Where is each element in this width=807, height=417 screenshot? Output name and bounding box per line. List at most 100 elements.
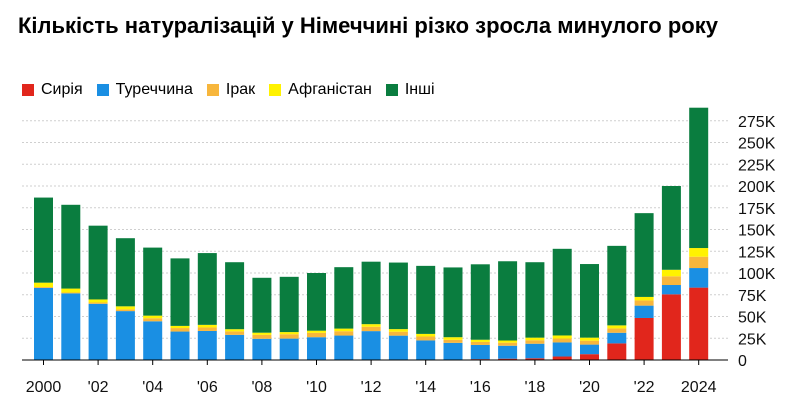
bar-2015-series-3 xyxy=(443,337,463,340)
x-tick-label-08: '08 xyxy=(251,379,272,396)
bar-2000-series-2 xyxy=(34,287,53,288)
legend-item-1: Туреччина xyxy=(96,81,193,99)
bar-2018-series-2 xyxy=(525,340,545,344)
bar-2013-series-4 xyxy=(388,262,408,330)
bar-2001-series-3 xyxy=(61,288,81,293)
bar-2022-series-4 xyxy=(634,213,654,297)
bar-2021-series-1 xyxy=(607,332,627,344)
chart-title: Кількість натуралізацій у Німеччині різк… xyxy=(18,13,718,38)
bar-2001-series-4 xyxy=(61,204,81,289)
bar-2021-series-0 xyxy=(607,343,627,360)
legend-item-2: Ірак xyxy=(206,81,255,99)
bar-2008-series-1 xyxy=(252,338,272,360)
bar-2019-series-0 xyxy=(552,356,572,360)
y-tick-label-250k: 250K xyxy=(738,136,776,153)
bar-2011-series-2 xyxy=(334,331,354,336)
bar-2008-series-2 xyxy=(252,334,272,339)
bar-2020-series-3 xyxy=(580,337,599,341)
bar-2011-series-4 xyxy=(334,267,354,329)
x-tick-label-16: '16 xyxy=(470,379,491,396)
bar-2007-series-1 xyxy=(225,334,245,360)
x-tick-label-2000: 2000 xyxy=(26,379,62,396)
bar-2007-series-3 xyxy=(225,329,245,332)
bar-2005-series-2 xyxy=(170,328,190,332)
bar-2023-series-3 xyxy=(661,269,681,277)
bar-2018-series-0 xyxy=(525,358,545,360)
bar-2017-series-2 xyxy=(498,342,518,346)
y-tick-label-125k: 125K xyxy=(738,244,776,261)
bar-2001-series-2 xyxy=(61,292,81,294)
bar-2012-series-4 xyxy=(361,261,381,325)
bar-2005-series-1 xyxy=(170,331,190,360)
x-tick-label-04: '04 xyxy=(142,379,163,396)
bar-2022-series-3 xyxy=(634,296,654,301)
y-tick-label-0: 0 xyxy=(738,353,747,370)
bar-2017-series-4 xyxy=(498,261,518,341)
bar-2012-series-2 xyxy=(361,326,381,332)
bar-2021-series-3 xyxy=(607,325,627,329)
bar-2014-series-1 xyxy=(416,340,436,360)
bar-2016-series-2 xyxy=(470,341,490,345)
bar-2009-series-1 xyxy=(279,338,299,360)
bar-2006-series-1 xyxy=(197,330,217,360)
bar-2019-series-1 xyxy=(552,342,572,357)
bar-2022-series-2 xyxy=(634,300,654,306)
bar-2023-series-0 xyxy=(661,294,681,360)
legend-swatch-3 xyxy=(269,84,282,96)
bar-2009-series-4 xyxy=(279,276,299,333)
bar-2010-series-1 xyxy=(307,337,326,360)
bar-2007-series-4 xyxy=(225,262,245,330)
bar-2016-series-4 xyxy=(470,264,490,340)
bar-2020-series-4 xyxy=(580,264,599,338)
bar-2013-series-2 xyxy=(388,331,408,336)
bar-2003-series-4 xyxy=(115,238,135,307)
bar-2006-series-4 xyxy=(197,253,217,325)
bar-2006-series-3 xyxy=(197,324,217,328)
bar-2019-series-3 xyxy=(552,335,572,339)
bar-2011-series-3 xyxy=(334,328,354,332)
bar-2020-series-0 xyxy=(580,354,599,360)
bar-2003-series-2 xyxy=(115,309,135,312)
bar-2000-series-3 xyxy=(34,282,53,288)
bar-2008-series-4 xyxy=(252,277,272,333)
y-tick-label-175k: 175K xyxy=(738,201,776,218)
legend-swatch-4 xyxy=(385,84,398,96)
y-tick-label-50k: 50K xyxy=(738,310,767,327)
x-tick-label-06: '06 xyxy=(197,379,218,396)
bar-2004-series-1 xyxy=(143,321,163,360)
bar-2021-series-2 xyxy=(607,328,627,333)
y-tick-label-25k: 25K xyxy=(738,331,767,348)
bar-2014-series-3 xyxy=(416,333,436,337)
bar-2024-series-2 xyxy=(689,256,709,269)
bar-2010-series-2 xyxy=(307,332,326,338)
y-tick-label-225k: 225K xyxy=(738,157,776,174)
legend-item-0: Сирія xyxy=(22,81,83,99)
bar-2022-series-1 xyxy=(634,305,654,318)
bar-2014-series-4 xyxy=(416,265,436,334)
bar-2003-series-1 xyxy=(115,311,135,360)
bar-2002-series-3 xyxy=(88,299,108,303)
legend-item-3: Афганістан xyxy=(269,81,372,99)
legend-item-4: Інші xyxy=(385,81,435,99)
x-tick-label-14: '14 xyxy=(415,379,436,396)
bar-2015-series-4 xyxy=(443,267,463,338)
bar-2002-series-4 xyxy=(88,225,108,300)
bar-2012-series-3 xyxy=(361,324,381,327)
bar-2023-series-2 xyxy=(661,276,681,286)
bar-2015-series-1 xyxy=(443,342,463,360)
x-tick-label-20: '20 xyxy=(579,379,600,396)
x-tick-label-18: '18 xyxy=(524,379,545,396)
bar-2004-series-3 xyxy=(143,315,163,319)
x-tick-label-2024: 2024 xyxy=(681,379,717,396)
bar-2013-series-3 xyxy=(388,329,408,332)
legend-swatch-1 xyxy=(96,84,109,96)
bar-2005-series-4 xyxy=(170,258,190,326)
bar-2017-series-0 xyxy=(498,358,518,360)
bar-2024-series-3 xyxy=(689,248,709,257)
bar-2020-series-1 xyxy=(580,344,599,355)
bar-2004-series-4 xyxy=(143,247,163,316)
bar-2010-series-4 xyxy=(307,273,326,331)
y-tick-label-75k: 75K xyxy=(738,288,767,305)
bar-2023-series-4 xyxy=(661,186,681,270)
